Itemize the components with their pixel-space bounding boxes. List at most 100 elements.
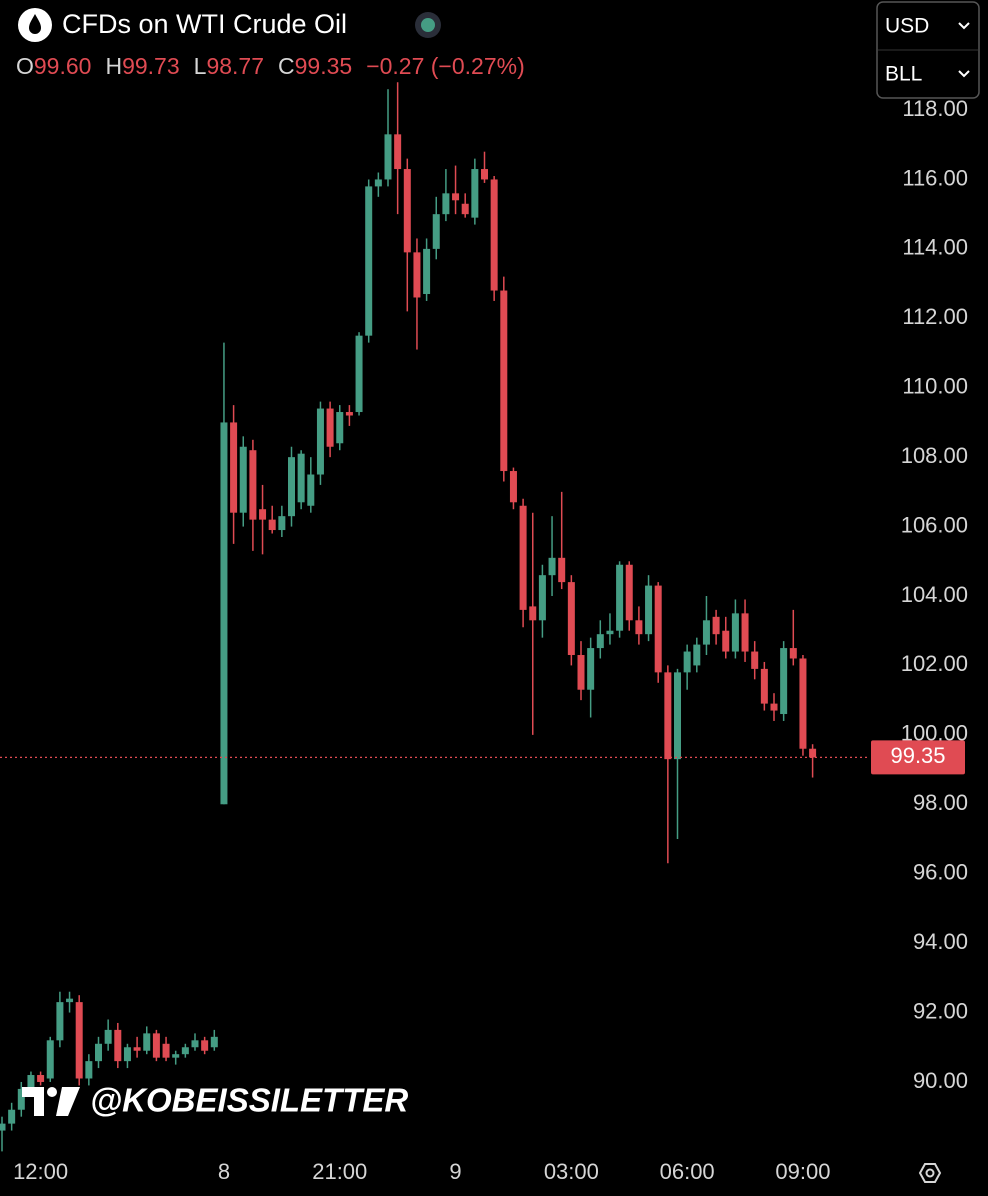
candle-body [751, 651, 759, 669]
candle-body [481, 169, 488, 180]
candle-body [722, 630, 730, 652]
candle-body [809, 748, 817, 758]
candle-body [606, 630, 614, 635]
candle-body [799, 658, 807, 749]
candle-body [355, 335, 363, 413]
candle-body [85, 1061, 93, 1079]
candle-body [509, 471, 517, 503]
settings-icon[interactable] [918, 1163, 942, 1183]
y-tick-label: 112.00 [902, 304, 968, 329]
y-tick-label: 92.00 [913, 998, 968, 1023]
candle-body [374, 179, 382, 187]
candle-body [596, 634, 604, 649]
y-tick-label: 110.00 [902, 374, 968, 399]
last-price-label: 99.35 [890, 743, 945, 768]
candle-body [0, 1123, 6, 1131]
x-tick-label: 9 [449, 1159, 461, 1184]
candle-body [384, 134, 392, 180]
settings-dot [925, 1168, 935, 1178]
y-tick-label: 98.00 [913, 790, 968, 815]
candle-body [780, 648, 788, 715]
watermark-text: @KOBEISSILETTER [90, 1082, 408, 1119]
symbol-icon [18, 8, 52, 42]
currency-label[interactable]: USD [885, 15, 929, 38]
candle-body [220, 422, 228, 805]
ohlc-value: 99.73 [122, 53, 180, 79]
candle-body [152, 1033, 160, 1058]
candle-body [664, 672, 672, 760]
candle-body [548, 557, 556, 576]
x-tick-label: 09:00 [775, 1159, 830, 1184]
candle-body [191, 1040, 199, 1048]
candle-body [104, 1029, 112, 1044]
candle-body [567, 582, 575, 656]
logo-part [47, 1087, 57, 1097]
x-tick-label: 8 [218, 1159, 230, 1184]
candle-body [645, 585, 653, 635]
x-tick-label: 06:00 [660, 1159, 715, 1184]
candle-body [8, 1109, 16, 1124]
candle-body [46, 1040, 54, 1079]
icon-drop [29, 14, 41, 34]
status-dot [421, 18, 435, 32]
ohlc-key: H [105, 53, 122, 79]
settings-hexagon[interactable] [918, 1163, 942, 1183]
plot-area: 90.0092.0094.0096.0098.00100.00102.00104… [0, 82, 968, 1184]
candle-body [123, 1047, 131, 1062]
candle-body [326, 408, 334, 447]
y-tick-label: 102.00 [901, 651, 968, 676]
candle-body [95, 1043, 102, 1062]
x-tick-label: 21:00 [312, 1159, 367, 1184]
candle-body [423, 248, 431, 295]
currency-selector[interactable]: USD BLL [876, 1, 980, 99]
change: −0.27 (−0.27%) [366, 53, 525, 79]
candle-body [490, 179, 498, 291]
candle-body [27, 1075, 35, 1089]
x-tick-label: 12:00 [13, 1159, 68, 1184]
candle-body [577, 655, 585, 690]
logo-part [56, 1087, 80, 1116]
ohlc-value: 99.60 [34, 53, 92, 79]
candle-body [143, 1033, 151, 1051]
candle-body [172, 1054, 180, 1058]
ohlc-key: C [278, 53, 295, 79]
candle-body [635, 620, 643, 635]
candle-body [181, 1047, 189, 1055]
candle-body [75, 1002, 83, 1079]
last-price-tag [871, 740, 965, 775]
candle-body [529, 606, 537, 621]
y-tick-label: 94.00 [913, 929, 968, 954]
candle-body [442, 193, 450, 215]
candle-body [674, 672, 681, 760]
candle-body [461, 203, 469, 215]
y-tick-label: 96.00 [913, 860, 968, 885]
candle-body [278, 516, 286, 531]
ohlc-value: 99.35 [295, 53, 353, 79]
candle-body [702, 620, 710, 645]
unit-label[interactable]: BLL [885, 63, 922, 86]
candle-body [133, 1047, 141, 1051]
candle-body [654, 585, 662, 673]
candle-body [741, 613, 749, 652]
x-tick-label: 03:00 [544, 1159, 599, 1184]
ohlc-header: O99.60 H99.73 L98.77 C99.35 −0.27 (−0.27%) [16, 53, 525, 79]
candle-body [268, 519, 276, 531]
y-tick-label: 118.00 [902, 96, 968, 121]
candle-body [471, 169, 479, 218]
ohlc-key: O [16, 53, 34, 79]
candle-body [37, 1075, 45, 1082]
chevron [958, 22, 970, 30]
candle-body [56, 1002, 64, 1041]
chart-title: CFDs on WTI Crude Oil [62, 9, 347, 39]
candle-body [587, 648, 595, 690]
candle-body [693, 644, 701, 666]
watermark-logo [22, 1087, 80, 1116]
candle-body [365, 186, 373, 336]
y-tick-label: 106.00 [901, 512, 968, 537]
ohlc-key: L [194, 53, 207, 79]
candle-body [17, 1088, 25, 1110]
candle-body [230, 422, 238, 513]
candle-body [345, 412, 353, 416]
candle-body [288, 457, 295, 517]
